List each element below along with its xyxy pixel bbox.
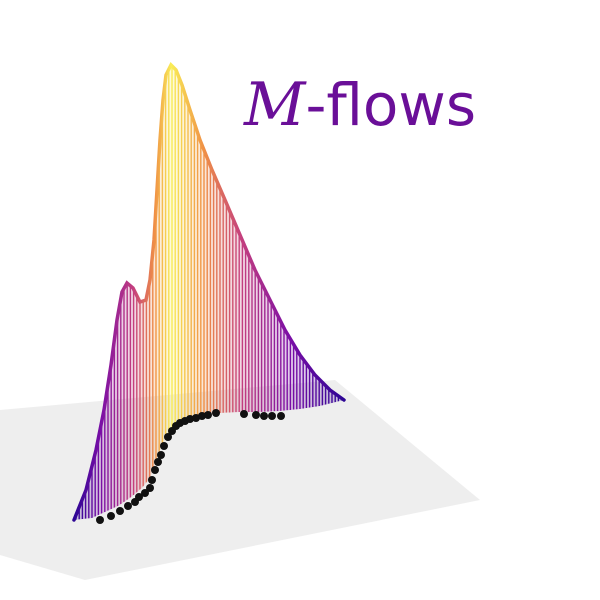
- sample-point: [260, 412, 268, 420]
- sample-point: [204, 411, 212, 419]
- sample-point: [212, 409, 220, 417]
- sample-point: [146, 484, 154, 492]
- sample-point: [154, 458, 162, 466]
- sample-point: [268, 412, 276, 420]
- sample-point: [96, 516, 104, 524]
- sample-point: [186, 415, 194, 423]
- sample-point: [240, 410, 248, 418]
- sample-point: [157, 451, 165, 459]
- sample-point: [141, 489, 149, 497]
- sample-point: [277, 412, 285, 420]
- density-fill: [74, 65, 344, 520]
- sample-point: [252, 411, 260, 419]
- sample-point: [135, 493, 143, 501]
- title-script-m: M: [244, 70, 306, 140]
- sample-point: [116, 507, 124, 515]
- sample-point: [148, 476, 156, 484]
- title-flows: -flows: [305, 71, 477, 139]
- sample-point: [198, 412, 206, 420]
- density-curve: [72, 62, 346, 522]
- sample-point: [107, 512, 115, 520]
- sample-point: [124, 502, 132, 510]
- sample-point: [164, 433, 172, 441]
- sample-point: [151, 466, 159, 474]
- manifold-sample-points: [96, 409, 285, 524]
- sample-point: [160, 442, 168, 450]
- title: M-flows: [244, 70, 476, 140]
